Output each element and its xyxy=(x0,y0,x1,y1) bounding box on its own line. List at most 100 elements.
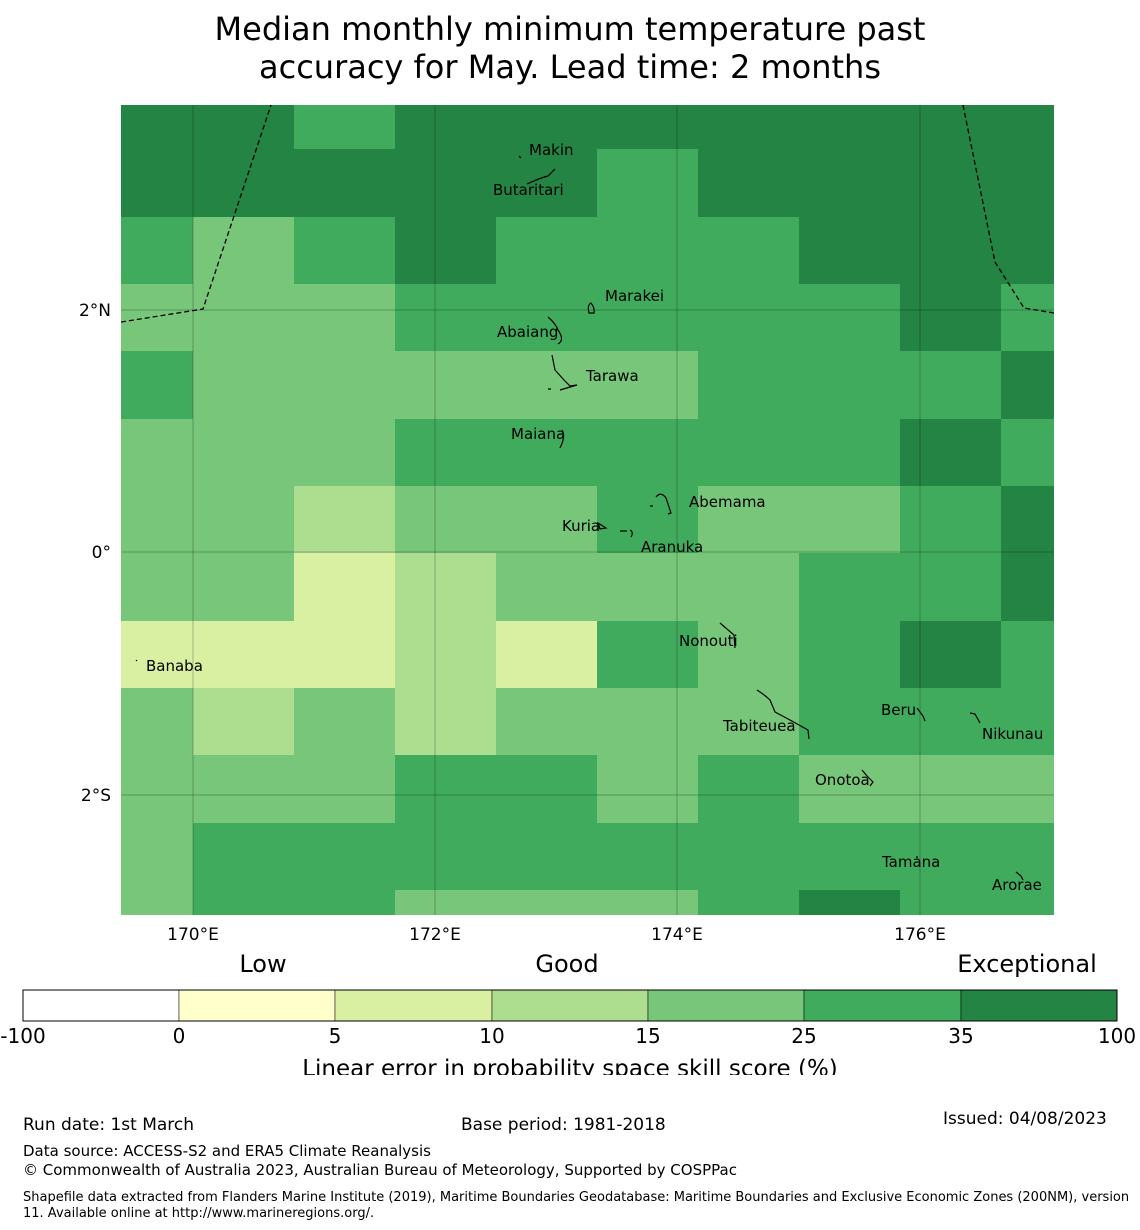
skill-cell xyxy=(900,217,1001,284)
colorbar-tick: 100 xyxy=(1098,1024,1136,1048)
skill-cell xyxy=(395,284,496,351)
skill-cell xyxy=(900,688,1001,755)
skill-cell xyxy=(121,217,193,284)
skill-cell xyxy=(597,688,698,755)
skill-cell xyxy=(900,419,1001,486)
skill-cell xyxy=(121,688,193,755)
skill-cell xyxy=(395,621,496,688)
skill-cell xyxy=(294,890,395,915)
colorbar-tick: 5 xyxy=(329,1024,342,1048)
place-label-tabiteuea: Tabiteuea xyxy=(722,717,796,735)
place-label-tarawa: Tarawa xyxy=(585,367,639,385)
shapefile-credit: Shapefile data extracted from Flanders M… xyxy=(23,1190,1130,1221)
colorbar-axis-label: Linear error in probability space skill … xyxy=(302,1056,838,1075)
skill-cell xyxy=(294,553,395,621)
skill-cell xyxy=(193,755,294,823)
skill-cell xyxy=(496,284,597,351)
skill-cell xyxy=(597,486,698,553)
skill-cell xyxy=(121,419,193,486)
skill-cell xyxy=(597,823,698,890)
skill-cell xyxy=(698,890,799,915)
skill-cell xyxy=(121,621,193,688)
category-label-low: Low xyxy=(239,950,286,978)
skill-cell xyxy=(597,217,698,284)
skill-cell xyxy=(395,149,496,217)
skill-cell xyxy=(1001,351,1054,419)
skill-cell xyxy=(1001,217,1054,284)
skill-cell xyxy=(395,419,496,486)
island-marakei xyxy=(587,302,595,314)
island-beru xyxy=(916,707,926,722)
skill-cell xyxy=(698,486,799,553)
island-tabiteuea xyxy=(756,689,810,740)
title-line-2: accuracy for May. Lead time: 2 months xyxy=(258,48,881,86)
skill-cell xyxy=(900,105,1001,149)
skill-cell xyxy=(698,105,799,149)
skill-cell xyxy=(121,553,193,621)
colorbar-block xyxy=(647,989,805,1022)
colorbar-tick: 25 xyxy=(791,1024,816,1048)
skill-cell xyxy=(1001,890,1054,915)
skill-cell xyxy=(597,105,698,149)
lat-label-0: 0° xyxy=(92,543,111,563)
skill-cell xyxy=(799,419,900,486)
skill-cell xyxy=(294,284,395,351)
lon-label-176e: 176°E xyxy=(894,925,946,945)
skill-cell xyxy=(698,284,799,351)
place-label-aranuka: Aranuka xyxy=(641,538,703,556)
colorbar-frame xyxy=(22,989,1118,1022)
island-maiana xyxy=(559,429,565,449)
place-label-nonouti: Nonouti xyxy=(679,632,738,650)
skill-cell xyxy=(395,688,496,755)
skill-cell xyxy=(121,755,193,823)
place-label-makin: Makin xyxy=(529,141,574,159)
skill-cell xyxy=(193,351,294,419)
lon-label-170e: 170°E xyxy=(167,925,219,945)
skill-cell xyxy=(799,486,900,553)
island-kuria xyxy=(596,521,608,530)
skill-cell xyxy=(496,149,597,217)
copyright: © Commonwealth of Australia 2023, Austra… xyxy=(23,1161,737,1179)
skill-cell xyxy=(496,688,597,755)
skill-cell xyxy=(193,486,294,553)
data-source: Data source: ACCESS-S2 and ERA5 Climate … xyxy=(23,1142,431,1160)
skill-cell xyxy=(597,755,698,823)
skill-cell xyxy=(698,419,799,486)
skill-cell xyxy=(395,823,496,890)
place-label-abaiang: Abaiang xyxy=(497,323,558,341)
skill-cell xyxy=(799,688,900,755)
skill-cell xyxy=(193,149,294,217)
skill-cell xyxy=(698,621,799,688)
island-nikunau xyxy=(969,712,981,724)
skill-cell xyxy=(496,755,597,823)
skill-cell xyxy=(121,486,193,553)
skill-cell xyxy=(900,621,1001,688)
skill-cell xyxy=(1001,553,1054,621)
skill-cell xyxy=(121,149,193,217)
lon-label-172e: 172°E xyxy=(409,925,461,945)
island-makin xyxy=(518,155,522,159)
colorbar-tick: 0 xyxy=(173,1024,186,1048)
base-period: Base period: 1981-2018 xyxy=(461,1115,666,1135)
colorbar-tick: 10 xyxy=(479,1024,504,1048)
skill-cell xyxy=(1001,823,1054,890)
skill-cell xyxy=(496,419,597,486)
skill-cell xyxy=(698,351,799,419)
skill-cell xyxy=(395,755,496,823)
skill-cell xyxy=(496,823,597,890)
skill-cell xyxy=(597,890,698,915)
skill-cell xyxy=(900,284,1001,351)
lat-label-2s: 2°S xyxy=(81,786,111,806)
skill-cell xyxy=(900,890,1001,915)
skill-cell xyxy=(799,149,900,217)
skill-cell xyxy=(597,284,698,351)
island-abaiang xyxy=(547,316,563,345)
colorbar-tick: -100 xyxy=(0,1024,45,1048)
colorbar-blocks xyxy=(22,989,1118,1022)
colorbar-block xyxy=(960,989,1118,1022)
place-label-beru: Beru xyxy=(881,701,916,719)
skill-cell xyxy=(496,553,597,621)
skill-cell xyxy=(496,486,597,553)
skill-cell xyxy=(496,217,597,284)
skill-cell xyxy=(597,149,698,217)
